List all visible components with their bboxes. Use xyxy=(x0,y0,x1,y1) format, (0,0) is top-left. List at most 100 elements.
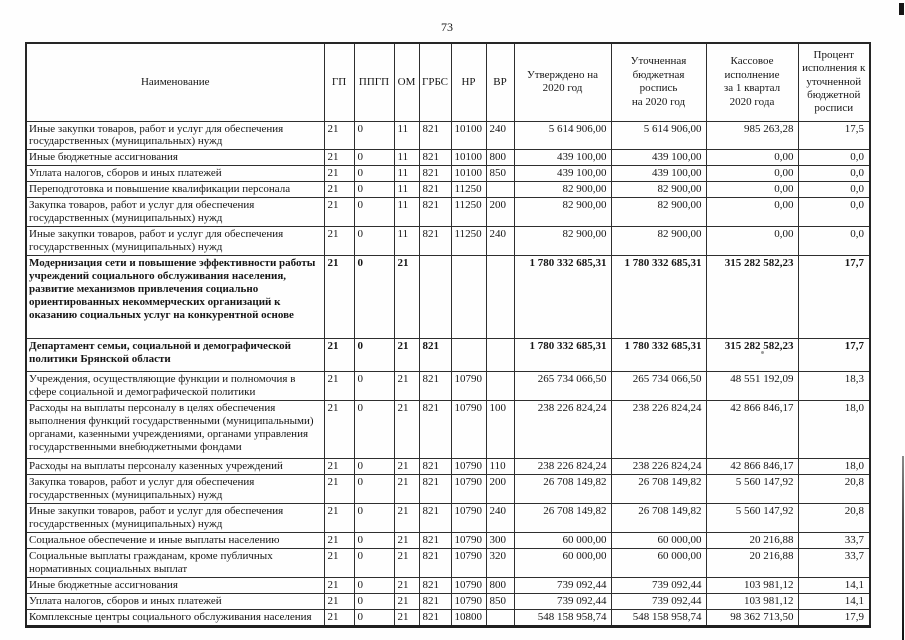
table-row: Закупка товаров, работ и услуг для обесп… xyxy=(25,474,871,505)
grbs-cell: 821 xyxy=(418,149,452,167)
nr-cell: 10800 xyxy=(450,608,487,627)
grbs-cell: 821 xyxy=(418,165,452,183)
approved-cell: 238 226 824,24 xyxy=(513,458,612,476)
grbs-cell: 821 xyxy=(418,576,452,594)
cash-cell: 103 981,12 xyxy=(705,592,799,610)
name-cell: Иные бюджетные ассигнования xyxy=(25,149,325,167)
approved-cell: 739 092,44 xyxy=(513,592,612,610)
cash-cell: 20 216,88 xyxy=(705,532,799,549)
updated-cell: 439 100,00 xyxy=(610,149,707,167)
vr-cell: 200 xyxy=(485,197,515,228)
vr-cell: 300 xyxy=(485,532,515,549)
om-cell: 21 xyxy=(393,547,420,578)
cash-cell: 315 282 582,23 xyxy=(705,338,799,373)
ppgp-cell: 0 xyxy=(353,181,395,199)
table-row: Департамент семьи, социальной и демограф… xyxy=(25,338,871,373)
nr-cell: 10790 xyxy=(450,503,487,533)
nr-cell: 10790 xyxy=(450,592,487,610)
percent-cell: 0,0 xyxy=(797,165,871,183)
approved-cell: 1 780 332 685,31 xyxy=(513,338,612,373)
grbs-cell: 821 xyxy=(418,197,452,228)
table-row: Социальные выплаты гражданам, кроме публ… xyxy=(25,547,871,578)
vr-cell: 850 xyxy=(485,165,515,183)
ppgp-cell: 0 xyxy=(353,458,395,476)
approved-cell: 739 092,44 xyxy=(513,576,612,594)
nr-cell: 11250 xyxy=(450,197,487,228)
table-row: Расходы на выплаты персоналу казенных уч… xyxy=(25,458,871,476)
grbs-cell: 821 xyxy=(418,120,452,151)
gp-cell: 21 xyxy=(323,503,355,533)
percent-cell: 20,8 xyxy=(797,474,871,505)
gp-cell: 21 xyxy=(323,255,355,340)
updated-cell: 238 226 824,24 xyxy=(610,458,707,476)
name-cell: Закупка товаров, работ и услуг для обесп… xyxy=(25,197,325,228)
column-header-percent: Процент исполнения к уточненной бюджетно… xyxy=(797,42,871,122)
scan-artifact-dot xyxy=(761,351,764,354)
grbs-cell: 821 xyxy=(418,226,452,257)
cash-cell: 98 362 713,50 xyxy=(705,608,799,627)
gp-cell: 21 xyxy=(323,338,355,373)
name-cell: Иные закупки товаров, работ и услуг для … xyxy=(25,226,325,257)
om-cell: 11 xyxy=(393,165,420,183)
ppgp-cell: 0 xyxy=(353,197,395,228)
nr-cell xyxy=(450,255,487,340)
om-cell: 21 xyxy=(393,255,420,340)
vr-cell: 100 xyxy=(485,400,515,460)
updated-cell: 82 900,00 xyxy=(610,181,707,199)
gp-cell: 21 xyxy=(323,149,355,167)
column-header-cash: Кассовое исполнение за 1 квартал 2020 го… xyxy=(705,42,799,122)
name-cell: Модернизация сети и повышение эффективно… xyxy=(25,255,325,340)
nr-cell: 11250 xyxy=(450,226,487,257)
gp-cell: 21 xyxy=(323,120,355,151)
cash-cell: 0,00 xyxy=(705,149,799,167)
approved-cell: 26 708 149,82 xyxy=(513,503,612,533)
percent-cell: 0,0 xyxy=(797,149,871,167)
table-row: Уплата налогов, сборов и иных платежей 21… xyxy=(25,592,871,610)
cash-cell: 0,00 xyxy=(705,226,799,257)
vr-cell: 800 xyxy=(485,576,515,594)
vr-cell xyxy=(485,608,515,627)
updated-cell: 439 100,00 xyxy=(610,165,707,183)
vr-cell: 200 xyxy=(485,474,515,505)
updated-cell: 1 780 332 685,31 xyxy=(610,255,707,340)
updated-cell: 26 708 149,82 xyxy=(610,503,707,533)
percent-cell: 33,7 xyxy=(797,532,871,549)
vr-cell: 850 xyxy=(485,592,515,610)
name-cell: Департамент семьи, социальной и демограф… xyxy=(25,338,325,373)
nr-cell: 10100 xyxy=(450,165,487,183)
updated-cell: 739 092,44 xyxy=(610,576,707,594)
gp-cell: 21 xyxy=(323,371,355,402)
column-header-name: Наименование xyxy=(25,42,325,122)
cash-cell: 5 560 147,92 xyxy=(705,503,799,533)
column-header-approved: Утверждено на 2020 год xyxy=(513,42,612,122)
updated-cell: 82 900,00 xyxy=(610,226,707,257)
om-cell: 21 xyxy=(393,576,420,594)
nr-cell: 10100 xyxy=(450,120,487,151)
percent-cell: 14,1 xyxy=(797,576,871,594)
gp-cell: 21 xyxy=(323,592,355,610)
grbs-cell: 821 xyxy=(418,503,452,533)
table-row: Переподготовка и повышение квалификации … xyxy=(25,181,871,199)
approved-cell: 26 708 149,82 xyxy=(513,474,612,505)
gp-cell: 21 xyxy=(323,181,355,199)
om-cell: 11 xyxy=(393,197,420,228)
vr-cell: 320 xyxy=(485,547,515,578)
nr-cell: 11250 xyxy=(450,181,487,199)
grbs-cell xyxy=(418,255,452,340)
vr-cell xyxy=(485,181,515,199)
column-header-om: ОМ xyxy=(393,42,420,122)
vr-cell xyxy=(485,338,515,373)
name-cell: Закупка товаров, работ и услуг для обесп… xyxy=(25,474,325,505)
cash-cell: 985 263,28 xyxy=(705,120,799,151)
percent-cell: 17,9 xyxy=(797,608,871,627)
name-cell: Иные бюджетные ассигнования xyxy=(25,576,325,594)
nr-cell: 10100 xyxy=(450,149,487,167)
updated-cell: 265 734 066,50 xyxy=(610,371,707,402)
ppgp-cell: 0 xyxy=(353,474,395,505)
grbs-cell: 821 xyxy=(418,400,452,460)
nr-cell: 10790 xyxy=(450,532,487,549)
budget-table: Наименование ГП ППГП ОМ ГРБС НР ВР Утверждено н… xyxy=(25,42,871,628)
table-header-row: Наименование ГП ППГП ОМ ГРБС НР ВР Утверждено н… xyxy=(25,42,871,122)
gp-cell: 21 xyxy=(323,532,355,549)
nr-cell: 10790 xyxy=(450,371,487,402)
